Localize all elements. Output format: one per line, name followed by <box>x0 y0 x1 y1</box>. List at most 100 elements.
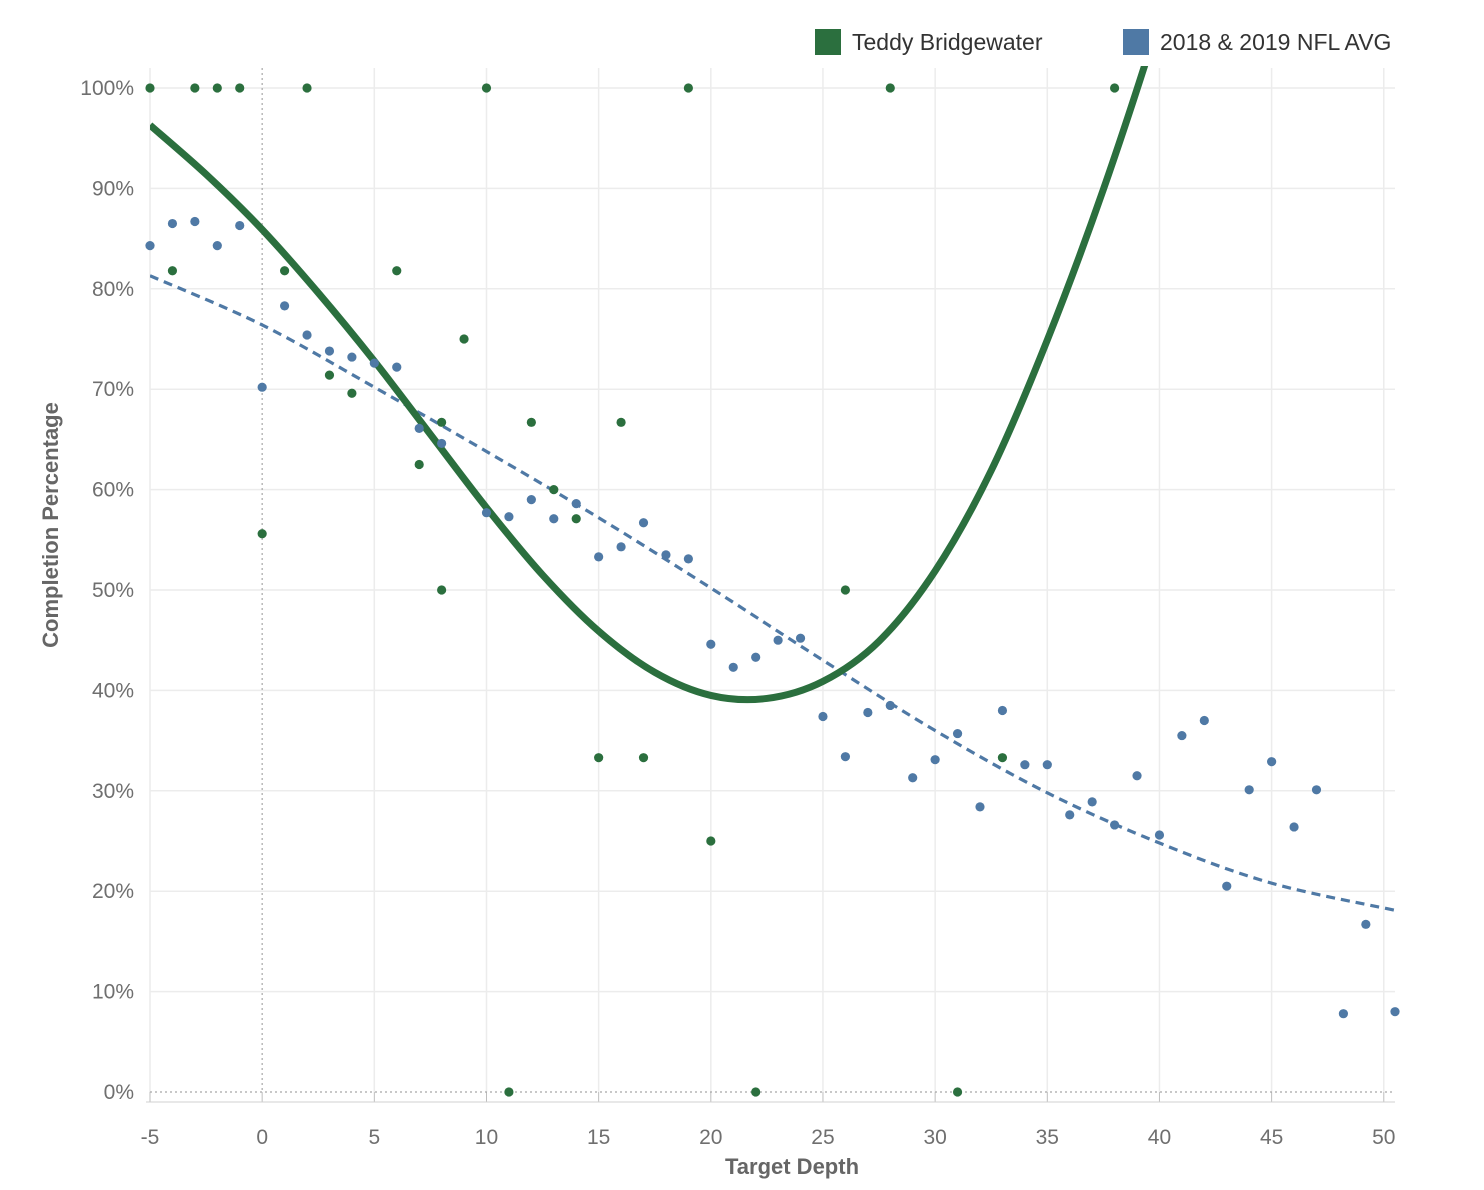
point-nfl-avg <box>930 755 940 765</box>
y-tick-label: 100% <box>80 77 134 100</box>
point-nfl-avg <box>1267 757 1277 767</box>
point-nfl-avg <box>302 330 312 340</box>
point-teddy-bridgewater <box>952 1087 963 1097</box>
point-teddy-bridgewater <box>751 1087 761 1097</box>
x-tick-label: -5 <box>141 1126 160 1149</box>
point-teddy-bridgewater <box>392 266 402 276</box>
x-tick-label: 45 <box>1260 1126 1283 1149</box>
point-nfl-avg <box>616 542 626 552</box>
point-nfl-avg <box>504 512 514 522</box>
x-tick-label: 25 <box>811 1126 834 1149</box>
point-nfl-avg <box>324 346 335 356</box>
point-nfl-avg <box>1042 760 1052 770</box>
grid <box>149 68 1395 1092</box>
y-tick-label: 10% <box>92 981 134 1004</box>
point-nfl-avg <box>235 220 245 231</box>
point-teddy-bridgewater <box>190 83 200 93</box>
x-tick-label: 10 <box>475 1126 498 1149</box>
point-nfl-avg <box>1132 771 1142 781</box>
y-tick-label: 70% <box>92 378 134 401</box>
legend: Teddy Bridgewater 2018 & 2019 NFL AVG <box>815 29 1391 55</box>
point-teddy-bridgewater <box>279 266 290 276</box>
point-nfl-avg <box>728 662 738 672</box>
point-teddy-bridgewater <box>167 266 178 276</box>
point-teddy-bridgewater <box>706 836 716 846</box>
point-teddy-bridgewater <box>324 370 335 380</box>
legend-swatch-nfl-avg <box>1123 29 1149 55</box>
point-nfl-avg <box>437 438 447 449</box>
point-nfl-avg <box>414 423 424 433</box>
point-teddy-bridgewater <box>302 83 312 93</box>
point-nfl-avg <box>1222 881 1232 891</box>
data-points <box>145 83 1400 1097</box>
x-tick-label: 35 <box>1036 1126 1059 1149</box>
point-teddy-bridgewater <box>347 388 357 398</box>
x-tick-label: 0 <box>256 1126 268 1149</box>
point-nfl-avg <box>661 550 671 560</box>
point-nfl-avg <box>481 508 492 518</box>
point-teddy-bridgewater <box>504 1087 514 1097</box>
point-nfl-avg <box>347 352 357 362</box>
point-nfl-avg <box>257 382 267 392</box>
point-nfl-avg <box>975 802 985 812</box>
point-teddy-bridgewater <box>526 417 536 427</box>
x-tick-label: 40 <box>1148 1126 1171 1149</box>
point-nfl-avg <box>526 495 536 505</box>
trend-line-teddy-bridgewater <box>150 66 1149 704</box>
point-nfl-avg <box>840 752 851 762</box>
point-teddy-bridgewater <box>997 753 1008 763</box>
axes <box>146 68 1395 1103</box>
point-nfl-avg <box>997 705 1008 716</box>
point-teddy-bridgewater <box>1109 83 1120 93</box>
y-tick-label: 40% <box>92 679 134 702</box>
point-teddy-bridgewater <box>885 83 895 93</box>
x-axis-title: Target Depth <box>725 1154 859 1179</box>
point-nfl-avg <box>190 216 200 227</box>
point-nfl-avg <box>1087 797 1097 807</box>
point-teddy-bridgewater <box>616 417 626 427</box>
point-nfl-avg <box>751 652 761 662</box>
point-teddy-bridgewater <box>414 459 424 470</box>
y-tick-label: 30% <box>92 780 134 803</box>
point-teddy-bridgewater <box>459 334 469 344</box>
point-teddy-bridgewater <box>840 585 851 595</box>
point-nfl-avg <box>1154 830 1165 840</box>
x-tick-label: 5 <box>368 1126 380 1149</box>
point-nfl-avg <box>818 711 828 722</box>
point-teddy-bridgewater <box>145 83 155 93</box>
point-nfl-avg <box>279 301 290 311</box>
point-nfl-avg <box>1311 785 1322 795</box>
point-teddy-bridgewater <box>437 585 447 595</box>
point-teddy-bridgewater <box>235 83 245 93</box>
y-axis-title: Completion Percentage <box>38 402 63 648</box>
point-nfl-avg <box>1177 730 1187 741</box>
point-nfl-avg <box>1109 820 1120 830</box>
point-nfl-avg <box>1338 1009 1349 1019</box>
point-nfl-avg <box>571 499 581 509</box>
point-nfl-avg <box>683 554 693 564</box>
point-teddy-bridgewater <box>549 485 559 495</box>
point-teddy-bridgewater <box>683 83 693 93</box>
point-nfl-avg <box>167 218 178 229</box>
point-nfl-avg <box>706 639 716 649</box>
point-nfl-avg <box>952 728 963 739</box>
x-tick-label: 20 <box>699 1126 722 1149</box>
x-tick-label: 50 <box>1372 1126 1395 1149</box>
point-teddy-bridgewater <box>481 83 492 93</box>
trend-line-nfl-avg <box>150 274 1395 912</box>
legend-label-nfl-avg: 2018 & 2019 NFL AVG <box>1160 29 1391 55</box>
point-teddy-bridgewater <box>257 529 267 539</box>
point-nfl-avg <box>908 773 918 783</box>
point-teddy-bridgewater <box>437 417 447 427</box>
point-nfl-avg <box>212 241 222 251</box>
y-tick-label: 60% <box>92 479 134 502</box>
point-nfl-avg <box>1390 1007 1400 1017</box>
tick-labels: -5 0 5 10 15 20 25 30 35 40 45 50 0% 10% 20% 30% 40% 50% 6… <box>80 77 1395 1149</box>
y-tick-label: 20% <box>92 880 134 903</box>
point-nfl-avg <box>638 518 649 528</box>
point-teddy-bridgewater <box>594 753 604 763</box>
point-teddy-bridgewater <box>571 514 581 524</box>
x-tick-label: 30 <box>923 1126 946 1149</box>
point-nfl-avg <box>1020 760 1030 770</box>
